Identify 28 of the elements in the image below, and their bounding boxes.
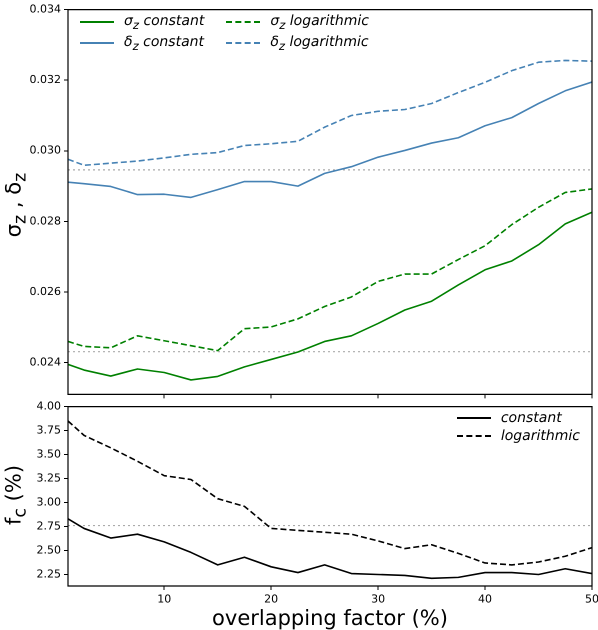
legend-label: constant xyxy=(500,410,562,426)
y-tick-label: 3.75 xyxy=(36,423,61,436)
line-series xyxy=(68,188,592,352)
x-tick-label: 50 xyxy=(585,592,598,606)
y-tick-label: 0.026 xyxy=(30,284,61,298)
line-series xyxy=(68,60,592,166)
y-tick-label: 0.024 xyxy=(30,355,61,368)
y-tick-label: 0.034 xyxy=(30,2,61,16)
legend-label: logarithmic xyxy=(500,428,580,444)
legend-label: σ$_{z}$ constant xyxy=(124,13,204,32)
legend-label: δ$_{z}$ logarithmic xyxy=(270,34,369,53)
x-axis-title: overlapping factor (%) xyxy=(212,606,448,630)
y-tick-label: 3.00 xyxy=(36,495,61,508)
y-tick-label: 2.25 xyxy=(36,567,61,580)
legend-label: δ$_{z}$ constant xyxy=(124,34,204,53)
legend-label: σ$_{z}$ logarithmic xyxy=(270,13,369,32)
y-tick-label: 0.030 xyxy=(30,144,61,157)
y-tick-label: 4.00 xyxy=(36,399,61,412)
x-tick-label: 40 xyxy=(478,592,492,606)
y-tick-label: 3.25 xyxy=(36,471,61,484)
y-tick-label: 2.50 xyxy=(36,543,61,556)
y-tick-label: 0.032 xyxy=(30,73,61,86)
x-tick-label: 30 xyxy=(371,592,386,606)
y-tick-label: 2.75 xyxy=(36,519,61,532)
x-tick-label: 10 xyxy=(157,592,172,606)
x-tick-label: 20 xyxy=(264,592,278,606)
y-tick-label: 3.50 xyxy=(36,447,61,460)
y-tick-label: 0.028 xyxy=(30,214,61,228)
